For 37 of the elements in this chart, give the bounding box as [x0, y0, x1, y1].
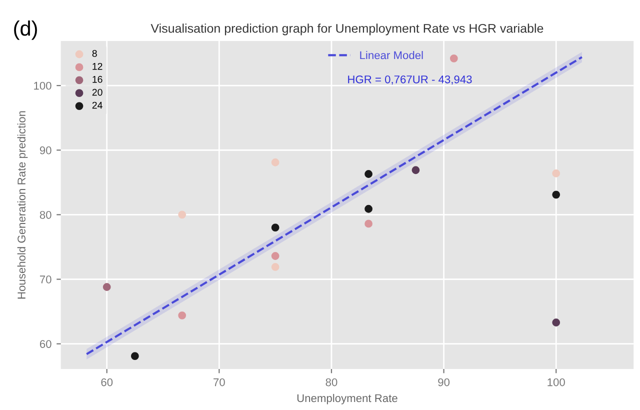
- x-tick-label: 60: [101, 378, 113, 386]
- x-tick-label: 70: [214, 378, 225, 386]
- point: [178, 311, 186, 320]
- point: [450, 54, 458, 62]
- y-axis-title: Household Generation Rate prediction: [17, 111, 28, 299]
- point: [178, 210, 186, 219]
- legend-label: Linear Model: [360, 51, 423, 60]
- x-axis-title: Unemployment Rate: [297, 394, 398, 404]
- point: [271, 158, 280, 166]
- point: [552, 190, 560, 199]
- y-tick-label: 90: [40, 146, 52, 154]
- y-tick-label: 60: [40, 340, 52, 348]
- point: [102, 283, 111, 291]
- chart-title: Visualisation prediction graph for Unemployment Rate vs HGR variable: [150, 24, 544, 36]
- point: [130, 352, 139, 360]
- text: (d): [14, 20, 37, 40]
- annotation: HGR = 0,767UR - 43,943: [348, 75, 472, 85]
- legend-label: 20: [92, 88, 102, 96]
- legend-label: 8: [92, 50, 97, 57]
- legend-label: 16: [92, 76, 102, 83]
- x-tick-label: 80: [326, 378, 338, 386]
- point: [271, 263, 280, 271]
- legend-label: 24: [92, 102, 102, 109]
- y-tick-label: 80: [40, 210, 52, 219]
- point: [412, 166, 420, 174]
- point: [271, 224, 280, 232]
- point: [271, 252, 280, 260]
- y-tick-label: 70: [40, 276, 52, 284]
- x-tick-label: 100: [548, 378, 565, 386]
- point: [364, 220, 372, 228]
- point: [552, 169, 560, 178]
- y-tick-label: 100: [34, 82, 52, 90]
- x-tick-label: 90: [438, 378, 450, 386]
- legend-label: 12: [92, 62, 102, 70]
- point: [364, 170, 372, 178]
- point: [552, 318, 560, 326]
- point: [364, 204, 372, 213]
